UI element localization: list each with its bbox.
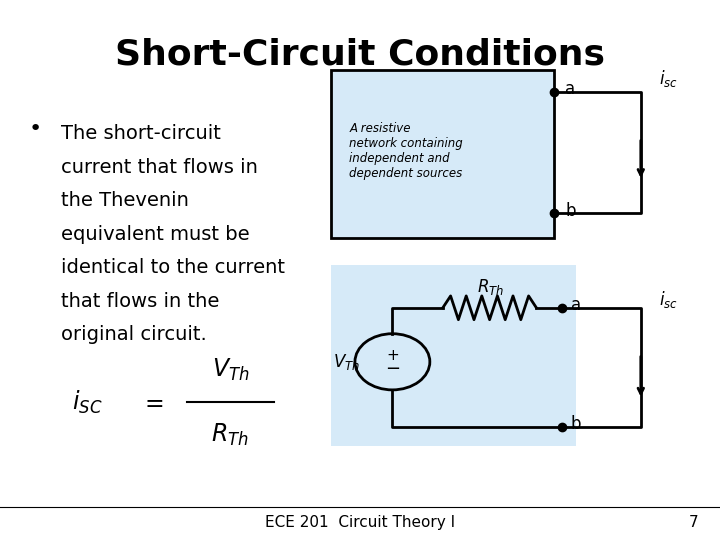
Text: $i_{sc}$: $i_{sc}$ (659, 289, 678, 310)
Text: equivalent must be: equivalent must be (61, 225, 250, 244)
Text: original circuit.: original circuit. (61, 325, 207, 344)
Text: $V_{Th}$: $V_{Th}$ (212, 357, 249, 383)
Text: $=$: $=$ (140, 390, 164, 414)
Text: •: • (29, 119, 42, 139)
Text: The short-circuit: The short-circuit (61, 124, 221, 143)
Text: −: − (384, 360, 400, 379)
Text: a: a (571, 296, 581, 314)
Bar (331, 70, 554, 238)
FancyBboxPatch shape (331, 265, 576, 446)
Text: $i_{SC}$: $i_{SC}$ (72, 389, 102, 416)
Text: that flows in the: that flows in the (61, 292, 220, 310)
Text: the Thevenin: the Thevenin (61, 191, 189, 210)
Text: A resistive
network containing
independent and
dependent sources: A resistive network containing independe… (349, 122, 463, 180)
Text: b: b (565, 201, 576, 220)
Text: current that flows in: current that flows in (61, 158, 258, 177)
Text: ECE 201  Circuit Theory I: ECE 201 Circuit Theory I (265, 515, 455, 530)
Text: Short-Circuit Conditions: Short-Circuit Conditions (115, 38, 605, 72)
Text: identical to the current: identical to the current (61, 258, 285, 277)
Text: $R_{Th}$: $R_{Th}$ (477, 277, 505, 298)
Text: a: a (565, 80, 575, 98)
Text: b: b (571, 415, 582, 433)
Text: +: + (386, 348, 399, 363)
Text: $i_{sc}$: $i_{sc}$ (659, 68, 678, 89)
Text: $R_{Th}$: $R_{Th}$ (212, 422, 249, 448)
Text: $V_{Th}$: $V_{Th}$ (333, 352, 361, 372)
Text: 7: 7 (689, 515, 698, 530)
FancyBboxPatch shape (331, 70, 554, 238)
